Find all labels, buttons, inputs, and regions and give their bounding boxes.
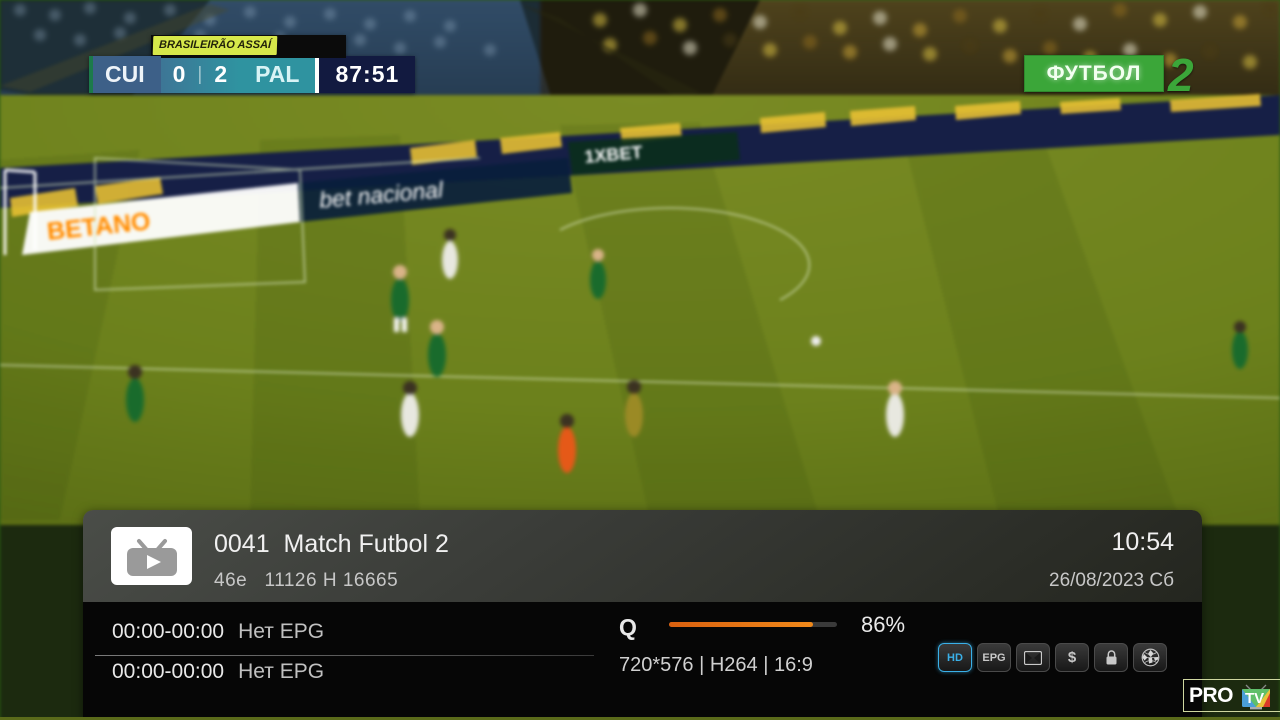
svg-text:TV: TV (1245, 690, 1264, 707)
